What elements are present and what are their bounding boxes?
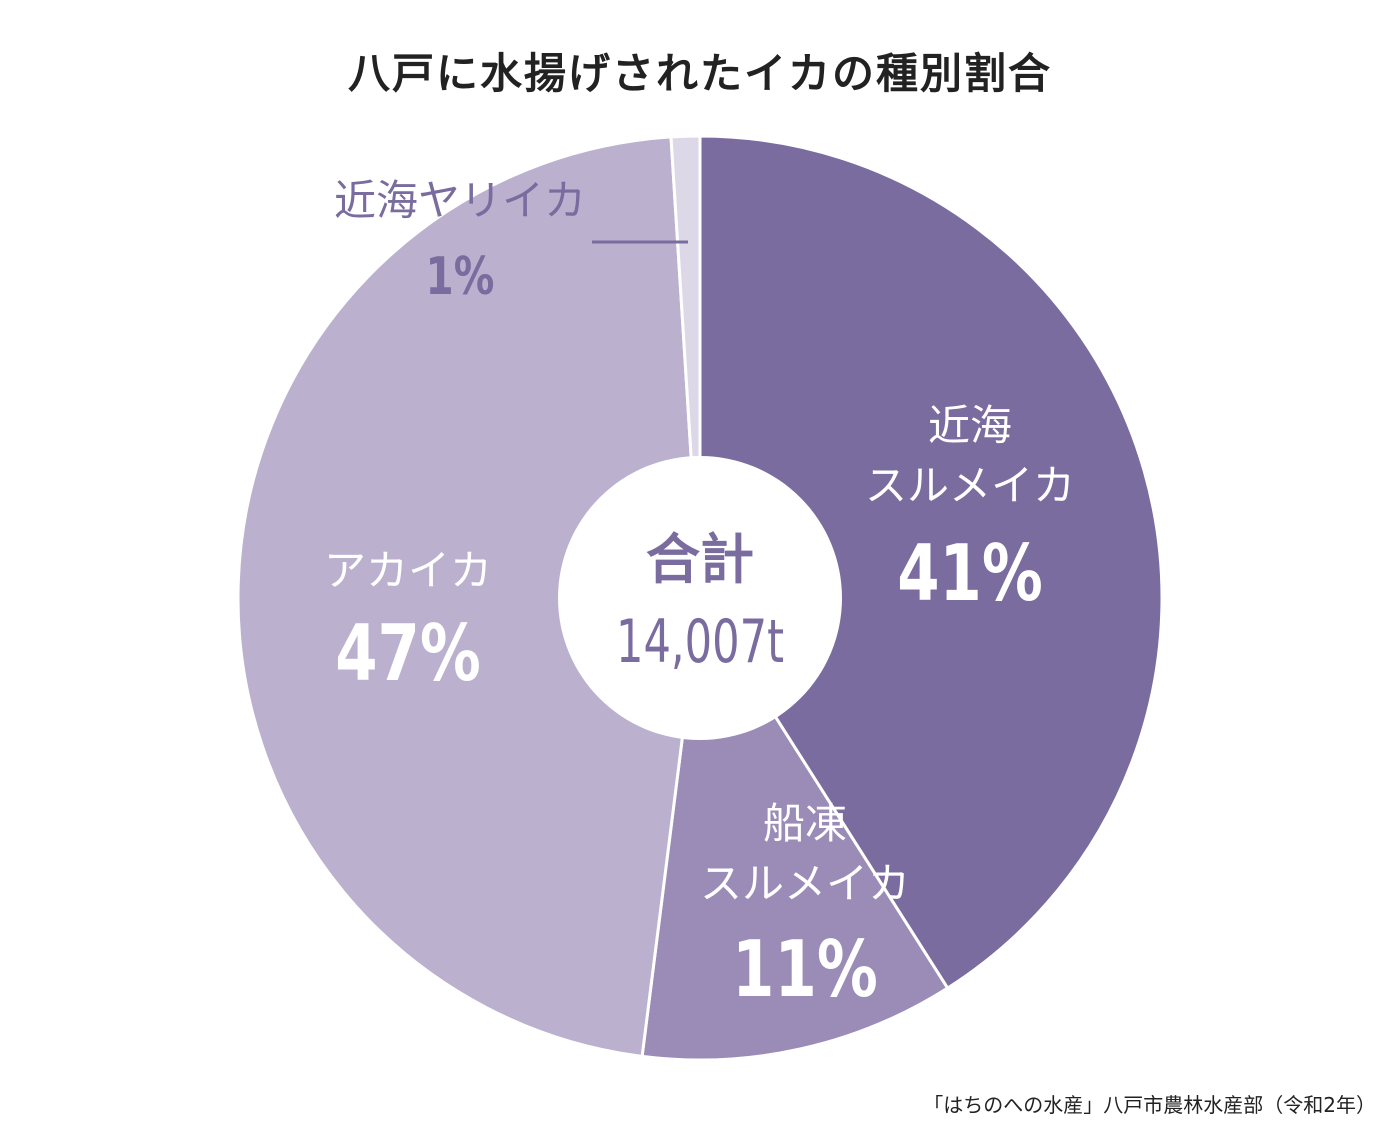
- slice-percent-3: 47%: [335, 609, 481, 699]
- pie-slice-1: [698, 134, 1164, 991]
- center-hole: [558, 456, 842, 740]
- slice-label-2-line-2: スルメイカ: [700, 859, 910, 908]
- slice-percent-1: 41%: [897, 529, 1043, 619]
- slice-label-1-line-1: 近海: [928, 401, 1012, 450]
- slice-label-4-line-1: 近海ヤリイカ: [334, 176, 586, 225]
- slice-label-2-line-1: 船凍: [763, 799, 847, 848]
- center-total-label: 合計: [646, 528, 754, 591]
- slice-percent-4: 1%: [426, 246, 495, 306]
- source-note: 「はちのへの水産」八戸市農林水産部（令和2年）: [923, 1093, 1376, 1117]
- chart-title: 八戸に水揚げされたイカの種別割合: [347, 49, 1052, 98]
- slice-percent-2: 11%: [732, 925, 878, 1015]
- center-total-value: 14,007t: [616, 607, 784, 677]
- pie-slice-3: [236, 135, 702, 1059]
- slice-label-1-line-2: スルメイカ: [865, 461, 1075, 510]
- pie-slices: [236, 134, 1164, 1062]
- slice-label-3-line-1: アカイカ: [324, 546, 492, 595]
